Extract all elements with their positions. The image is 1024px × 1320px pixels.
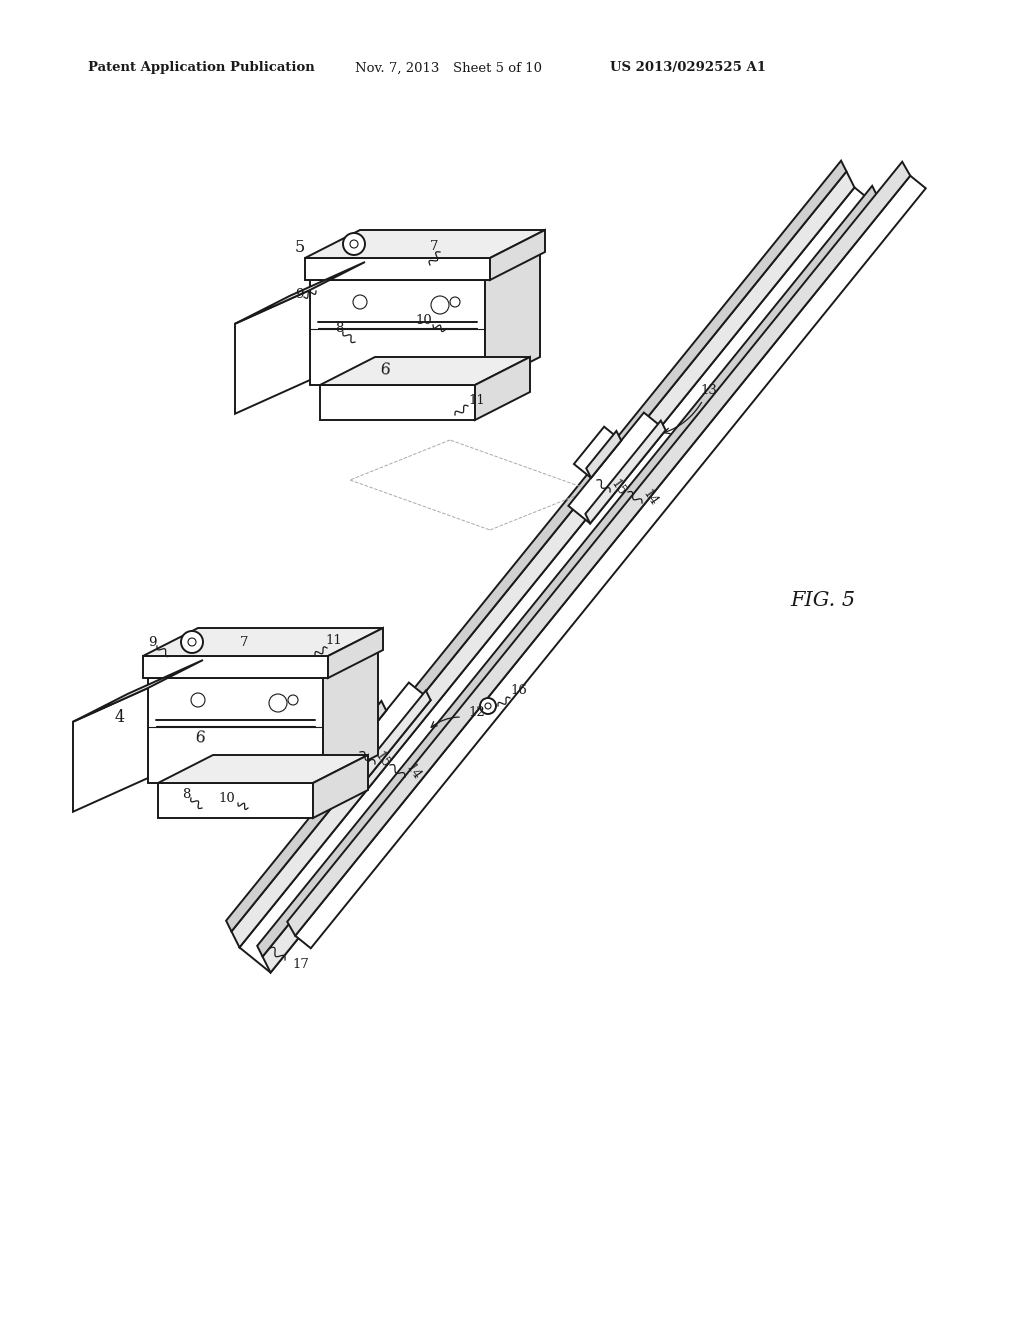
- Text: 7: 7: [430, 240, 438, 253]
- Polygon shape: [158, 783, 313, 818]
- Circle shape: [450, 297, 460, 308]
- Polygon shape: [231, 172, 854, 948]
- Polygon shape: [262, 197, 886, 973]
- Polygon shape: [350, 690, 431, 793]
- Text: US 2013/0292525 A1: US 2013/0292525 A1: [610, 62, 766, 74]
- Polygon shape: [158, 755, 368, 783]
- Text: 7: 7: [240, 636, 249, 649]
- Polygon shape: [143, 628, 383, 656]
- Text: 9: 9: [295, 289, 303, 301]
- Text: 11: 11: [468, 393, 484, 407]
- Circle shape: [480, 698, 496, 714]
- Text: 14: 14: [403, 762, 423, 783]
- Polygon shape: [234, 290, 310, 413]
- Polygon shape: [319, 385, 475, 420]
- Polygon shape: [573, 426, 622, 478]
- Text: 17: 17: [292, 958, 309, 972]
- Text: FIG. 5: FIG. 5: [790, 590, 855, 610]
- Circle shape: [181, 631, 203, 653]
- Text: 6: 6: [380, 362, 392, 379]
- Text: 15: 15: [608, 478, 629, 499]
- Polygon shape: [240, 187, 886, 973]
- Text: 8: 8: [182, 788, 190, 801]
- Text: 10: 10: [218, 792, 234, 804]
- Polygon shape: [328, 628, 383, 678]
- Polygon shape: [313, 755, 368, 818]
- Polygon shape: [323, 649, 378, 783]
- Text: Patent Application Publication: Patent Application Publication: [88, 62, 314, 74]
- Circle shape: [431, 296, 449, 314]
- Text: 14: 14: [640, 487, 660, 508]
- Polygon shape: [475, 356, 530, 420]
- Polygon shape: [490, 230, 545, 280]
- Polygon shape: [351, 701, 386, 748]
- Polygon shape: [73, 660, 203, 722]
- Polygon shape: [295, 176, 926, 948]
- Text: 13: 13: [700, 384, 717, 396]
- Circle shape: [350, 240, 358, 248]
- Polygon shape: [310, 280, 485, 385]
- Text: 16: 16: [510, 684, 527, 697]
- Polygon shape: [226, 161, 847, 932]
- Text: 15: 15: [372, 750, 392, 771]
- Polygon shape: [305, 257, 490, 280]
- Text: 12: 12: [468, 706, 484, 719]
- Circle shape: [343, 234, 365, 255]
- Text: 9: 9: [148, 635, 157, 648]
- Circle shape: [191, 693, 205, 708]
- Polygon shape: [310, 252, 540, 280]
- Circle shape: [353, 294, 367, 309]
- Polygon shape: [257, 186, 878, 957]
- Polygon shape: [485, 252, 540, 385]
- Polygon shape: [148, 649, 378, 678]
- Polygon shape: [319, 356, 530, 385]
- Text: 10: 10: [415, 314, 432, 326]
- Circle shape: [288, 696, 298, 705]
- Polygon shape: [586, 421, 666, 524]
- Polygon shape: [568, 413, 666, 524]
- Polygon shape: [586, 430, 622, 478]
- Circle shape: [188, 638, 196, 645]
- Circle shape: [485, 704, 490, 709]
- Polygon shape: [287, 162, 910, 936]
- Text: 11: 11: [325, 634, 342, 647]
- Text: 8: 8: [335, 322, 343, 334]
- Text: Sheet 5 of 10: Sheet 5 of 10: [453, 62, 542, 74]
- Circle shape: [269, 694, 287, 711]
- Polygon shape: [305, 230, 545, 257]
- Polygon shape: [148, 678, 323, 783]
- Polygon shape: [334, 682, 431, 793]
- Text: Nov. 7, 2013: Nov. 7, 2013: [355, 62, 439, 74]
- Text: 4: 4: [115, 710, 125, 726]
- Text: 5: 5: [295, 239, 305, 256]
- Polygon shape: [73, 688, 148, 812]
- Polygon shape: [143, 656, 328, 678]
- Text: 6: 6: [195, 729, 207, 747]
- Polygon shape: [339, 697, 386, 748]
- Polygon shape: [234, 261, 365, 323]
